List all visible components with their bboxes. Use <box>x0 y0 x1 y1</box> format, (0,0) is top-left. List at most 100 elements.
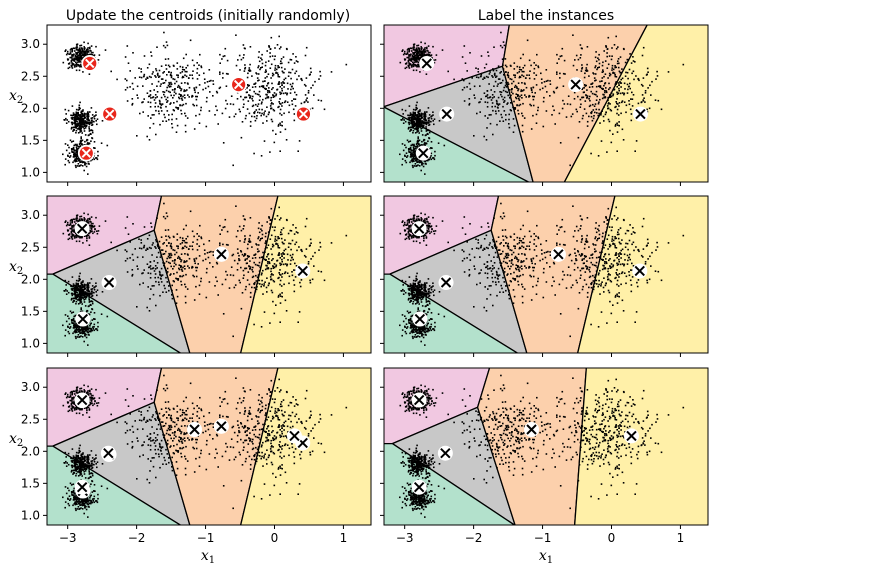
data-point <box>96 230 98 232</box>
data-point <box>487 97 489 99</box>
data-point <box>644 92 647 94</box>
data-point <box>70 227 73 229</box>
data-point <box>86 118 89 121</box>
data-point <box>140 76 143 79</box>
data-point <box>533 67 536 70</box>
data-point <box>193 64 195 67</box>
data-point <box>72 319 74 321</box>
data-point <box>261 62 264 65</box>
data-point <box>409 47 412 49</box>
data-point <box>453 78 455 81</box>
data-point <box>588 86 591 88</box>
data-point <box>216 280 218 283</box>
data-point <box>532 86 535 89</box>
data-point <box>249 266 252 268</box>
data-point <box>262 269 264 272</box>
data-point <box>497 104 500 106</box>
data-point <box>79 49 81 51</box>
data-point <box>70 56 73 58</box>
data-point <box>506 73 509 76</box>
data-point <box>281 124 283 127</box>
data-point <box>80 54 83 57</box>
data-point <box>434 154 436 157</box>
data-point <box>278 272 280 274</box>
panel-3: 1.01.52.02.53.0x2 <box>9 195 372 357</box>
data-point <box>317 99 320 101</box>
data-point <box>416 123 418 125</box>
data-point <box>75 46 78 49</box>
data-point <box>260 114 262 117</box>
data-point <box>270 77 272 79</box>
data-point <box>583 91 585 93</box>
data-point <box>602 69 604 71</box>
data-point <box>466 70 468 72</box>
data-point <box>90 228 93 230</box>
data-point <box>158 247 160 249</box>
data-point <box>151 244 154 246</box>
data-point <box>180 89 182 92</box>
data-point <box>155 240 158 243</box>
data-point <box>589 99 591 102</box>
data-point <box>68 53 70 55</box>
data-point <box>80 125 82 128</box>
data-point <box>86 49 88 51</box>
data-point <box>80 296 82 299</box>
data-point <box>240 307 243 310</box>
data-point <box>635 140 638 142</box>
data-point <box>79 145 82 147</box>
data-point <box>254 253 257 255</box>
data-point <box>76 286 79 289</box>
data-point <box>178 257 181 259</box>
data-point <box>73 325 75 327</box>
data-point <box>413 152 416 155</box>
data-point <box>138 76 141 78</box>
data-point <box>78 160 80 162</box>
data-point <box>279 124 282 126</box>
data-point <box>84 298 87 300</box>
data-point <box>192 274 194 277</box>
data-point <box>561 47 564 50</box>
data-point <box>88 305 90 307</box>
data-point <box>579 44 582 46</box>
data-point <box>415 60 418 62</box>
data-point <box>423 115 425 117</box>
data-point <box>166 86 168 89</box>
data-point <box>78 331 80 333</box>
data-point <box>626 92 629 94</box>
data-point <box>186 260 188 262</box>
data-point <box>279 321 281 323</box>
data-point <box>272 258 274 260</box>
data-point <box>310 258 312 260</box>
data-point <box>69 53 72 55</box>
data-point <box>219 233 221 235</box>
data-point <box>129 86 131 88</box>
data-point <box>412 62 415 65</box>
data-point <box>521 124 524 127</box>
data-point <box>513 68 516 70</box>
data-point <box>535 74 538 76</box>
data-point <box>124 89 127 91</box>
data-point <box>533 62 535 64</box>
data-point <box>150 51 152 53</box>
data-point <box>71 57 73 59</box>
data-point <box>81 161 84 164</box>
data-point <box>491 97 494 99</box>
data-point <box>195 269 198 272</box>
data-point <box>173 89 176 91</box>
data-point <box>617 60 619 62</box>
data-point <box>262 98 264 101</box>
data-point <box>279 233 282 236</box>
data-point <box>68 224 70 226</box>
data-point <box>80 285 82 288</box>
data-point <box>543 96 545 99</box>
centroid-marker <box>77 144 95 162</box>
data-point <box>610 95 613 98</box>
data-point <box>590 152 592 155</box>
data-point <box>81 286 83 288</box>
data-point <box>168 86 171 88</box>
data-point <box>67 63 70 65</box>
data-point <box>160 281 163 283</box>
data-point <box>272 274 274 276</box>
data-point <box>184 301 187 304</box>
data-point <box>225 270 227 273</box>
